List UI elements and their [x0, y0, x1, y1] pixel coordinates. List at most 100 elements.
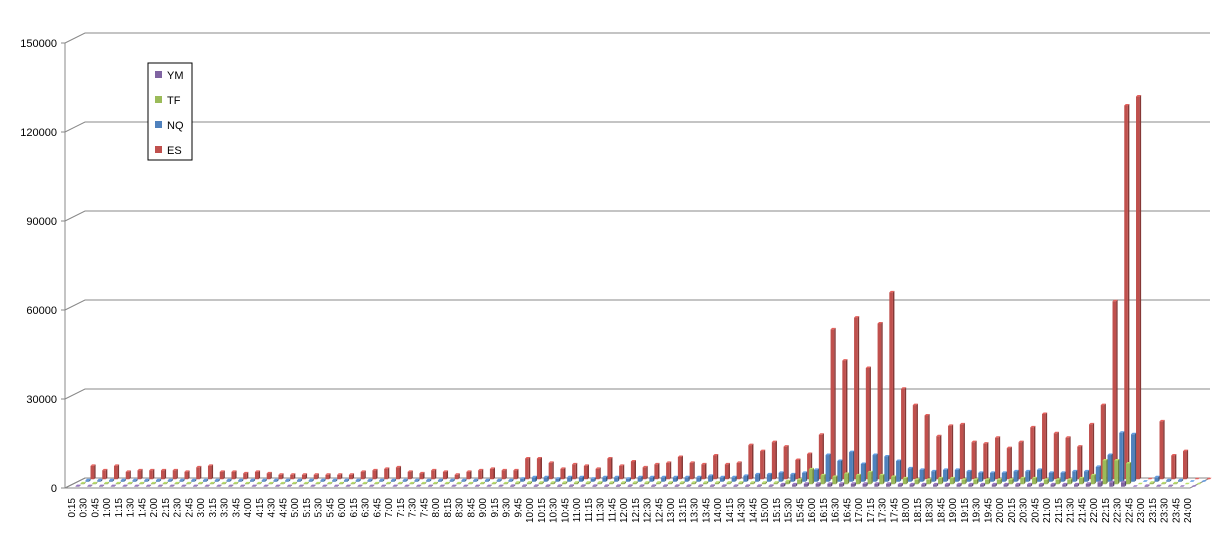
bar-top — [557, 484, 563, 486]
bar-side — [1153, 481, 1155, 485]
bar-group — [785, 479, 791, 485]
bar-top — [108, 478, 115, 481]
bar-top — [419, 471, 425, 474]
bar-group — [380, 484, 387, 487]
bar — [150, 483, 155, 485]
x-tick-label: 0:15 — [67, 498, 78, 518]
bar-top — [943, 468, 949, 470]
bar-side — [565, 481, 568, 485]
bar-side — [495, 481, 497, 485]
bar — [489, 468, 494, 480]
bar-top — [691, 481, 697, 483]
bar — [748, 445, 752, 480]
bar-group — [1112, 299, 1118, 480]
bar — [404, 486, 409, 487]
bar — [186, 483, 190, 485]
bar-top — [320, 478, 326, 481]
bar-group — [562, 481, 568, 485]
bar-side — [230, 478, 232, 482]
bar-side — [795, 482, 798, 487]
bar-side — [354, 481, 356, 485]
bar-top — [374, 481, 380, 484]
bar-top — [486, 484, 492, 487]
bar — [263, 486, 268, 487]
bar-group — [654, 462, 660, 480]
bar-top — [808, 467, 814, 470]
bar-group — [204, 484, 210, 487]
bar-top — [807, 452, 813, 455]
bar-group — [1074, 482, 1080, 487]
bar-side — [547, 475, 549, 482]
bar-side — [1022, 440, 1024, 480]
bar-side — [1186, 449, 1189, 480]
bar — [355, 480, 360, 482]
bar-top — [630, 459, 636, 462]
bar-group — [891, 475, 897, 485]
bar-top — [449, 478, 455, 481]
x-tick-label: 11:30 — [596, 498, 607, 523]
bar-side — [589, 481, 591, 485]
bar-top — [595, 467, 601, 469]
x-tick-label: 19:30 — [972, 498, 983, 523]
bar-top — [1191, 485, 1197, 487]
x-tick-label: 15:15 — [772, 498, 783, 523]
bar — [1100, 405, 1105, 480]
bar-top — [216, 484, 222, 487]
bar — [80, 483, 85, 485]
bar-group — [407, 470, 413, 480]
bar-side — [916, 403, 918, 480]
bar-group — [980, 482, 986, 487]
bar-group — [792, 482, 798, 487]
bar-top — [654, 462, 660, 465]
legend-box — [147, 62, 193, 161]
bar — [1053, 433, 1058, 480]
bar-top — [268, 481, 274, 484]
bar-top — [249, 478, 256, 481]
bar — [632, 482, 637, 485]
bar — [449, 480, 454, 482]
x-tick-label: 16:00 — [807, 498, 818, 523]
grid-line — [64, 388, 1210, 400]
bar-top — [280, 481, 286, 484]
bar-group — [825, 453, 831, 482]
bar-group — [837, 459, 843, 482]
bar-top — [543, 475, 549, 478]
bar-group — [362, 481, 368, 485]
bar — [533, 485, 538, 487]
bar — [127, 483, 132, 485]
bar-group — [971, 440, 977, 480]
bar — [362, 483, 367, 485]
bar-side — [882, 473, 885, 485]
bar-top — [573, 481, 579, 483]
bar-side — [325, 484, 328, 487]
legend-label: ES — [167, 145, 182, 157]
bar-side — [382, 478, 385, 482]
bar — [713, 455, 717, 480]
bar-top — [980, 482, 986, 485]
bar — [216, 486, 221, 487]
bar-side — [866, 482, 868, 487]
bar-side — [1089, 482, 1091, 487]
bar — [325, 474, 330, 480]
bar — [1079, 478, 1083, 485]
bar-top — [310, 484, 316, 487]
bar-side — [988, 478, 991, 485]
bar-top — [572, 462, 578, 465]
bar-side — [845, 359, 848, 480]
legend-swatch — [155, 71, 162, 78]
bar-group — [897, 482, 903, 487]
bar-side — [859, 473, 861, 485]
bar-group — [1060, 471, 1066, 482]
bar — [1085, 483, 1090, 487]
bar-group — [1206, 477, 1212, 480]
bar-top — [585, 481, 591, 483]
bar-side — [899, 459, 902, 482]
bar-side — [131, 481, 133, 485]
bar-group — [1166, 478, 1172, 482]
bar-side — [278, 484, 281, 487]
bar-side — [1106, 459, 1108, 485]
bar-top — [1107, 453, 1113, 456]
bar-side — [664, 475, 667, 482]
bar-top — [169, 484, 175, 487]
bar-side — [147, 478, 150, 482]
